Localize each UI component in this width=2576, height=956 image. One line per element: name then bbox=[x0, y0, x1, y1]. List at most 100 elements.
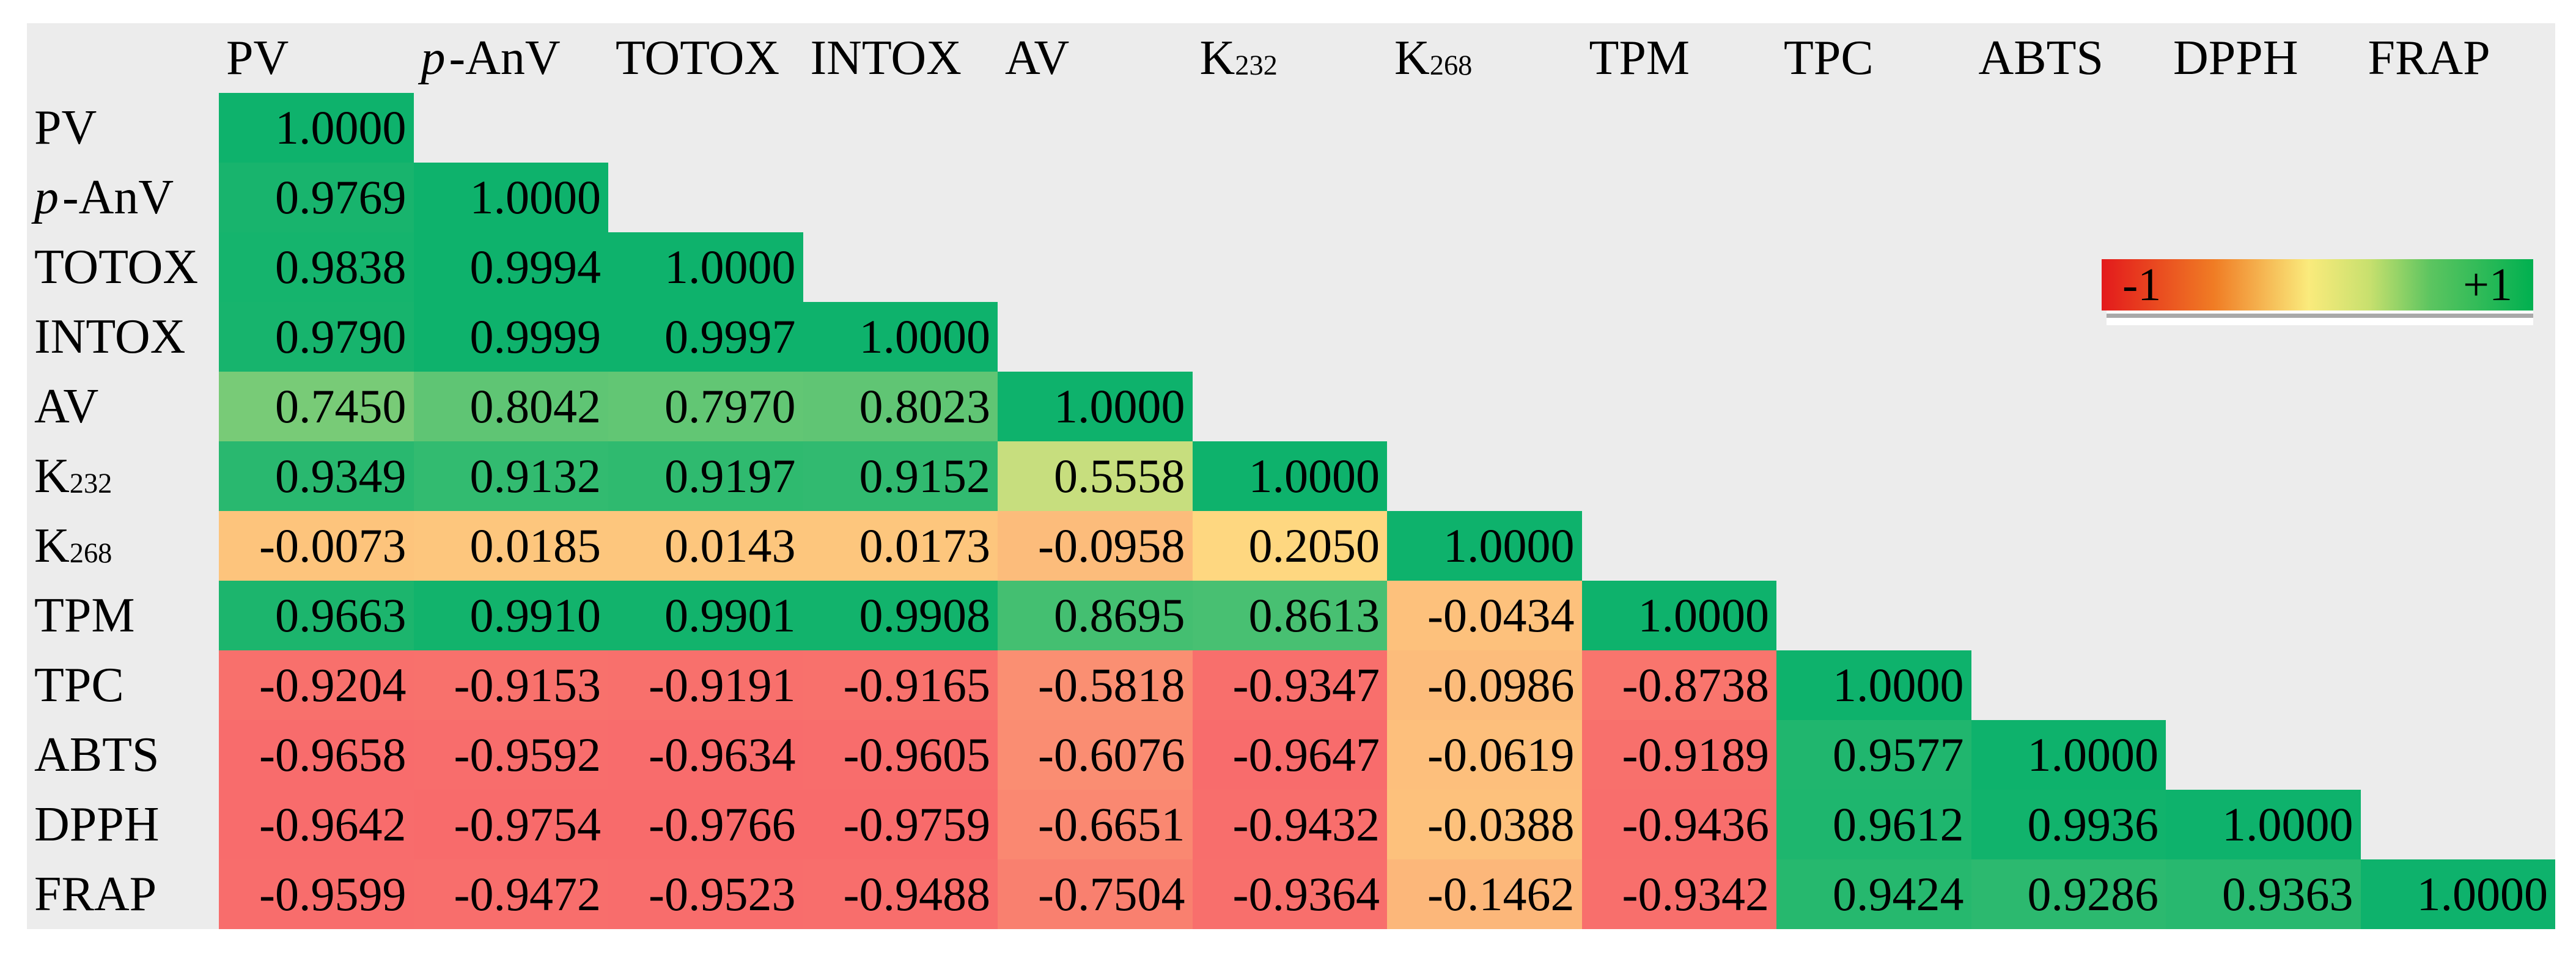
column-header-dpph: DPPH bbox=[2173, 31, 2298, 85]
matrix-cell-abts-tpc: 0.9577 bbox=[1776, 720, 1971, 790]
matrix-cell-empty bbox=[803, 163, 998, 232]
matrix-cell-k232-pv: 0.9349 bbox=[219, 441, 414, 511]
matrix-cell-frap-av: -0.7504 bbox=[998, 859, 1193, 929]
legend-shadow bbox=[2107, 311, 2533, 325]
matrix-cell-tpm-totox: 0.9901 bbox=[608, 581, 803, 650]
row-label-panv: p -AnV bbox=[34, 170, 174, 224]
matrix-cell-empty bbox=[1971, 650, 2166, 720]
matrix-cell-empty bbox=[1387, 372, 1582, 441]
matrix-cell-abts-pv: -0.9658 bbox=[219, 720, 414, 790]
matrix-cell-empty bbox=[2361, 790, 2556, 859]
matrix-cell-empty bbox=[2361, 511, 2556, 581]
column-header-tpm: TPM bbox=[1589, 31, 1690, 85]
matrix-cell-tpc-intox: -0.9165 bbox=[803, 650, 998, 720]
row-label-k232: K 232 bbox=[34, 449, 112, 503]
matrix-cell-dpph-k232: -0.9432 bbox=[1192, 790, 1387, 859]
matrix-cell-av-totox: 0.7970 bbox=[608, 372, 803, 441]
matrix-cell-pv-pv: 1.0000 bbox=[219, 93, 414, 163]
matrix-cell-empty bbox=[1971, 441, 2166, 511]
row-label-frap: FRAP bbox=[34, 867, 157, 921]
matrix-cell-frap-abts: 0.9286 bbox=[1971, 859, 2166, 929]
matrix-cell-intox-panv: 0.9999 bbox=[413, 302, 608, 372]
matrix-cell-empty bbox=[2166, 372, 2361, 441]
matrix-cell-abts-k232: -0.9647 bbox=[1192, 720, 1387, 790]
matrix-cell-tpm-k268: -0.0434 bbox=[1387, 581, 1582, 650]
matrix-cell-empty bbox=[608, 163, 803, 232]
matrix-cell-empty bbox=[803, 93, 998, 163]
matrix-cell-empty bbox=[1776, 302, 1971, 372]
matrix-cell-abts-intox: -0.9605 bbox=[803, 720, 998, 790]
matrix-cell-k268-intox: 0.0173 bbox=[803, 511, 998, 581]
matrix-cell-frap-tpm: -0.9342 bbox=[1581, 859, 1776, 929]
matrix-cell-dpph-av: -0.6651 bbox=[998, 790, 1193, 859]
matrix-cell-k268-k232: 0.2050 bbox=[1192, 511, 1387, 581]
matrix-cell-empty bbox=[1582, 302, 1777, 372]
matrix-cell-k232-panv: 0.9132 bbox=[413, 441, 608, 511]
color-gradient-bar: -1 +1 bbox=[2102, 259, 2533, 311]
matrix-cell-frap-tpc: 0.9424 bbox=[1776, 859, 1971, 929]
legend-min-label: -1 bbox=[2122, 259, 2162, 311]
column-header-k268: K 268 bbox=[1394, 31, 1473, 85]
matrix-cell-intox-totox: 0.9997 bbox=[608, 302, 803, 372]
column-header-intox: INTOX bbox=[810, 31, 962, 85]
column-header-pv: PV bbox=[226, 31, 289, 85]
row-label-intox: INTOX bbox=[34, 309, 186, 364]
row-label-tpc: TPC bbox=[34, 658, 124, 712]
matrix-cell-frap-totox: -0.9523 bbox=[608, 859, 803, 929]
row-label-abts: ABTS bbox=[34, 727, 160, 782]
matrix-cell-empty bbox=[2166, 163, 2361, 232]
matrix-cell-frap-dpph: 0.9363 bbox=[2166, 859, 2361, 929]
matrix-cell-empty bbox=[1582, 511, 1777, 581]
matrix-cell-empty bbox=[2166, 511, 2361, 581]
matrix-cell-totox-totox: 1.0000 bbox=[608, 232, 803, 302]
matrix-cell-empty bbox=[1776, 232, 1971, 302]
matrix-cell-av-pv: 0.7450 bbox=[219, 372, 414, 441]
matrix-cell-tpc-tpc: 1.0000 bbox=[1776, 650, 1971, 720]
matrix-cell-abts-panv: -0.9592 bbox=[413, 720, 608, 790]
matrix-cell-k232-av: 0.5558 bbox=[998, 441, 1193, 511]
matrix-cell-tpc-panv: -0.9153 bbox=[413, 650, 608, 720]
matrix-cell-totox-pv: 0.9838 bbox=[219, 232, 414, 302]
matrix-cell-empty bbox=[1193, 232, 1388, 302]
matrix-cell-frap-k232: -0.9364 bbox=[1192, 859, 1387, 929]
column-header-tpc: TPC bbox=[1784, 31, 1874, 85]
matrix-cell-dpph-abts: 0.9936 bbox=[1971, 790, 2166, 859]
matrix-cell-empty bbox=[1971, 511, 2166, 581]
legend-max-label: +1 bbox=[2463, 259, 2512, 311]
matrix-cell-empty bbox=[1776, 441, 1971, 511]
matrix-cell-empty bbox=[2361, 441, 2556, 511]
matrix-cell-tpc-k268: -0.0986 bbox=[1387, 650, 1582, 720]
matrix-cell-empty bbox=[1193, 163, 1388, 232]
matrix-cell-empty bbox=[1971, 93, 2166, 163]
matrix-cell-dpph-pv: -0.9642 bbox=[219, 790, 414, 859]
matrix-cell-empty bbox=[2361, 581, 2556, 650]
row-label-totox: TOTOX bbox=[34, 240, 199, 294]
matrix-cell-dpph-dpph: 1.0000 bbox=[2166, 790, 2361, 859]
matrix-cell-empty bbox=[2361, 93, 2556, 163]
column-header-av: AV bbox=[1005, 31, 1070, 85]
matrix-cell-tpm-panv: 0.9910 bbox=[413, 581, 608, 650]
matrix-cell-empty bbox=[1193, 93, 1388, 163]
matrix-cell-k268-panv: 0.0185 bbox=[413, 511, 608, 581]
matrix-cell-abts-k268: -0.0619 bbox=[1387, 720, 1582, 790]
matrix-cell-empty bbox=[1971, 581, 2166, 650]
matrix-cell-empty bbox=[1971, 372, 2166, 441]
matrix-cell-tpc-k232: -0.9347 bbox=[1192, 650, 1387, 720]
matrix-cell-tpc-pv: -0.9204 bbox=[219, 650, 414, 720]
matrix-cell-empty bbox=[1387, 93, 1582, 163]
matrix-cell-empty bbox=[1387, 163, 1582, 232]
matrix-cell-empty bbox=[1582, 163, 1777, 232]
column-header-totox: TOTOX bbox=[616, 31, 780, 85]
matrix-cell-empty bbox=[2166, 441, 2361, 511]
matrix-cell-tpc-totox: -0.9191 bbox=[608, 650, 803, 720]
matrix-cell-empty bbox=[1582, 441, 1777, 511]
matrix-cell-totox-panv: 0.9994 bbox=[413, 232, 608, 302]
matrix-cell-empty bbox=[803, 232, 998, 302]
correlation-matrix: PV p -AnV TOTOX INTOX AV K 232 K 268 TPM TPC ABTS DPP… bbox=[27, 23, 2555, 929]
matrix-cell-dpph-panv: -0.9754 bbox=[413, 790, 608, 859]
matrix-cell-k232-intox: 0.9152 bbox=[803, 441, 998, 511]
matrix-cell-intox-pv: 0.9790 bbox=[219, 302, 414, 372]
matrix-cell-empty bbox=[998, 93, 1193, 163]
matrix-cell-av-intox: 0.8023 bbox=[803, 372, 998, 441]
